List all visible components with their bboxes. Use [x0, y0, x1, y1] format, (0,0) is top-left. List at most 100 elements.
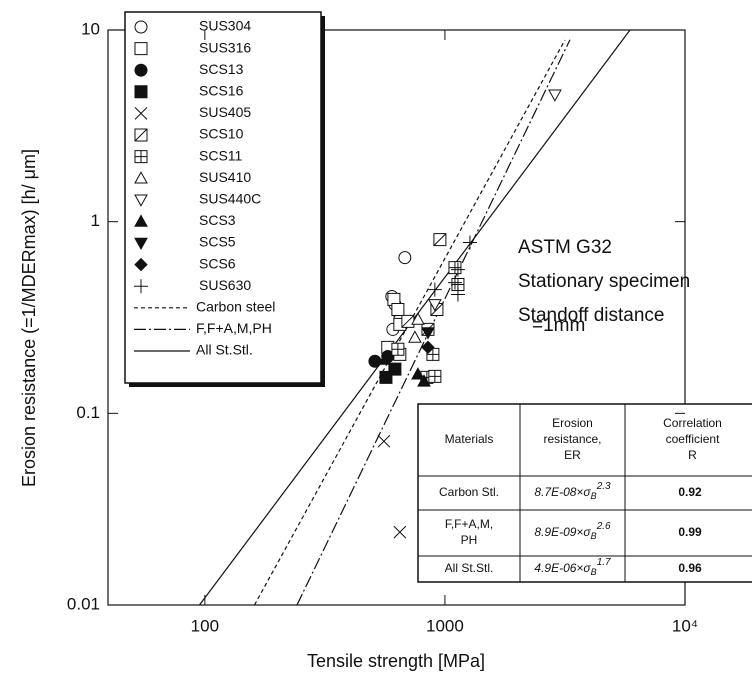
- table-bg: [417, 403, 752, 583]
- table-formula: 4.9E-06×σB1.7: [534, 557, 611, 578]
- legend-marker: [134, 194, 148, 207]
- point: [428, 299, 442, 312]
- legend-label: SCS3: [199, 212, 236, 228]
- table-text: Erosion: [552, 416, 593, 430]
- point: [462, 235, 477, 250]
- formula-base: 8.7E-08×σ: [534, 485, 591, 499]
- point: [393, 525, 407, 539]
- legend-label: SUS316: [199, 39, 251, 55]
- point: [417, 374, 431, 387]
- x-tick-label: 100: [191, 616, 219, 635]
- annotation: =1mm: [532, 315, 585, 336]
- point: [368, 354, 382, 368]
- legend-label: All St.Stl.: [196, 342, 253, 358]
- point: [408, 330, 422, 343]
- table-text: ER: [564, 448, 581, 462]
- legend-label: SCS5: [199, 234, 236, 250]
- legend-marker: [134, 85, 148, 99]
- point: [377, 352, 392, 365]
- legend-marker: [134, 214, 148, 227]
- point: [428, 369, 442, 383]
- table-text: Carbon Stl.: [439, 485, 499, 499]
- x-tick-label: 1000: [426, 616, 464, 635]
- legend-marker: [134, 279, 148, 294]
- legend-label: SCS16: [199, 83, 244, 99]
- table-text: Correlation: [663, 416, 722, 430]
- point: [411, 312, 425, 325]
- plot-frame: [107, 29, 686, 606]
- table-text: 0.99: [678, 525, 702, 539]
- point: [427, 282, 442, 297]
- point: [421, 327, 435, 340]
- formula-sub: B: [591, 531, 597, 541]
- legend-marker: [134, 42, 148, 56]
- y-tick-label: 1: [91, 211, 100, 230]
- table-text: PH: [461, 533, 478, 547]
- table-text: 0.96: [678, 561, 702, 575]
- y-tick-label: 0.01: [67, 594, 100, 613]
- formula-sup: 1.7: [597, 557, 611, 568]
- legend-label: SCS13: [199, 61, 244, 77]
- y-tick-label: 0.1: [76, 403, 100, 422]
- point: [398, 251, 412, 265]
- point: [447, 275, 462, 290]
- formula-sup: 2.6: [596, 521, 611, 532]
- annotation: Standoff distance: [518, 305, 664, 326]
- legend-marker: [134, 150, 148, 164]
- point: [421, 340, 435, 355]
- point: [377, 434, 391, 448]
- table-text: Materials: [445, 432, 494, 446]
- table-text: resistance,: [543, 432, 601, 446]
- annotation: ASTM G32: [518, 237, 612, 258]
- legend-marker: [134, 171, 148, 184]
- table-formula: 8.9E-09×σB2.6: [534, 521, 611, 542]
- formula-sub: B: [591, 491, 597, 501]
- legend-label: SUS440C: [199, 191, 261, 207]
- legend-label: SUS405: [199, 104, 251, 120]
- point: [411, 367, 425, 380]
- table-text: F,F+A,M,: [445, 517, 493, 531]
- table-text: R: [688, 448, 697, 462]
- legend-marker: [134, 107, 148, 120]
- legend-marker: [134, 257, 148, 272]
- legend-label: F,F+A,M,PH: [196, 320, 272, 336]
- table-text: All St.Stl.: [445, 561, 494, 575]
- formula-sub: B: [591, 567, 597, 577]
- point: [391, 303, 405, 317]
- point: [391, 342, 405, 356]
- legend-box: [124, 11, 322, 384]
- point: [433, 233, 447, 247]
- x-axis-title: Tensile strength [MPa]: [307, 651, 485, 671]
- table-text: 0.92: [678, 485, 702, 499]
- annotation: Stationary specimen: [518, 271, 690, 292]
- points: [368, 89, 562, 539]
- legend-label: SCS11: [199, 147, 243, 163]
- legend-marker: [134, 63, 148, 77]
- legend-label: SCS6: [199, 255, 236, 271]
- table-formula: 8.7E-08×σB2.3: [534, 481, 611, 502]
- fit-line: [296, 39, 571, 605]
- legend-label: SUS630: [199, 277, 251, 293]
- point: [448, 261, 462, 275]
- point: [401, 314, 415, 328]
- formula-base: 4.9E-06×σ: [534, 561, 591, 575]
- point: [450, 287, 465, 302]
- legend-label: SCS10: [199, 126, 244, 142]
- legend-label: Carbon steel: [196, 299, 275, 315]
- legend-marker: [134, 20, 148, 34]
- legend-label: SUS304: [199, 18, 251, 34]
- legend-label: SUS410: [199, 169, 251, 185]
- legend-marker: [134, 237, 148, 251]
- fit-line: [199, 30, 631, 605]
- y-tick-label: 10: [81, 19, 100, 38]
- legend: SUS304 SUS316 SCS13 SCS16 SUS405 SCS10 SCS11 SU…: [124, 11, 325, 387]
- table: Materials Erosion resistance, ER Correlation…: [417, 403, 752, 583]
- formula-base: 8.9E-09×σ: [534, 525, 591, 539]
- annotations: ASTM G32 Stationary specimen Standoff dist…: [518, 237, 690, 336]
- point: [548, 89, 562, 102]
- legend-marker: [134, 128, 148, 142]
- point: [388, 362, 402, 376]
- y-axis-title: Erosion resistance (=1/MDERmax) [h/ μm]: [19, 149, 39, 487]
- x-tick-label: 10⁴: [672, 616, 698, 635]
